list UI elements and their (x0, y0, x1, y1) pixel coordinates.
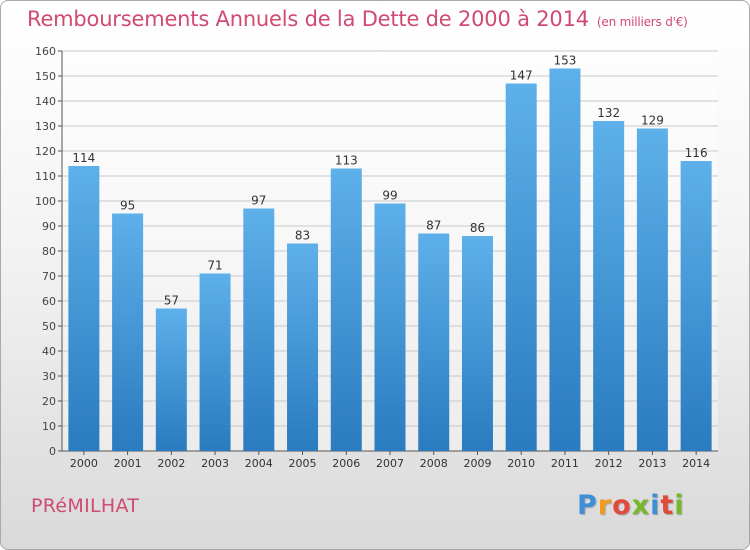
y-tick-label: 100 (35, 195, 56, 208)
x-tick-label: 2008 (420, 457, 448, 470)
x-tick-label: 2012 (595, 457, 623, 470)
bar (374, 203, 406, 451)
chart-title-text: Remboursements Annuels de la Dette de 20… (27, 7, 589, 31)
y-tick-label: 20 (42, 395, 56, 408)
x-tick-label: 2007 (376, 457, 404, 470)
bar (636, 128, 668, 451)
bar (680, 161, 712, 451)
town-name: PRéMILHAT (31, 495, 140, 517)
bar (112, 213, 144, 451)
data-label: 99 (382, 189, 397, 203)
bar (593, 121, 625, 451)
data-label: 147 (510, 69, 533, 83)
y-tick-label: 10 (42, 420, 56, 433)
data-label: 71 (207, 259, 222, 273)
chart-title: Remboursements Annuels de la Dette de 20… (27, 7, 688, 31)
x-tick-label: 2003 (201, 457, 229, 470)
data-label: 95 (120, 199, 135, 213)
y-tick-label: 160 (35, 45, 56, 58)
x-tick-label: 2005 (289, 457, 317, 470)
proxiti-logo: Proxiti (577, 490, 685, 521)
data-label: 87 (426, 219, 441, 233)
y-tick-label: 90 (42, 220, 56, 233)
bar (330, 168, 362, 451)
data-label: 116 (685, 146, 708, 160)
x-tick-label: 2013 (638, 457, 666, 470)
y-tick-label: 40 (42, 345, 56, 358)
x-tick-label: 2001 (114, 457, 142, 470)
y-tick-label: 30 (42, 370, 56, 383)
bar (287, 243, 319, 451)
x-tick-label: 2014 (682, 457, 710, 470)
x-tick-label: 2004 (245, 457, 273, 470)
bar (243, 208, 275, 451)
bar (505, 83, 537, 451)
x-tick-label: 2006 (332, 457, 360, 470)
bar (418, 233, 450, 451)
x-tick-label: 2011 (551, 457, 579, 470)
chart-unit: (en milliers d'€) (596, 15, 688, 29)
bar (155, 308, 187, 451)
y-tick-label: 140 (35, 95, 56, 108)
y-tick-label: 120 (35, 145, 56, 158)
bar (199, 273, 231, 451)
y-tick-label: 60 (42, 295, 56, 308)
y-tick-label: 150 (35, 70, 56, 83)
y-tick-label: 0 (49, 445, 56, 458)
data-label: 153 (553, 54, 576, 68)
data-label: 97 (251, 194, 266, 208)
data-label: 83 (295, 229, 310, 243)
bar (461, 236, 493, 451)
y-tick-label: 130 (35, 120, 56, 133)
y-tick-label: 50 (42, 320, 56, 333)
data-label: 132 (597, 106, 620, 120)
y-tick-label: 70 (42, 270, 56, 283)
data-label: 129 (641, 114, 664, 128)
data-label: 113 (335, 154, 358, 168)
x-tick-label: 2009 (463, 457, 491, 470)
data-label: 86 (470, 221, 485, 235)
x-tick-label: 2000 (70, 457, 98, 470)
x-tick-label: 2002 (157, 457, 185, 470)
y-tick-label: 110 (35, 170, 56, 183)
bar (549, 68, 581, 451)
x-tick-label: 2010 (507, 457, 535, 470)
y-tick-label: 80 (42, 245, 56, 258)
data-label: 57 (164, 294, 179, 308)
data-label: 114 (72, 151, 95, 165)
bar (68, 166, 100, 451)
